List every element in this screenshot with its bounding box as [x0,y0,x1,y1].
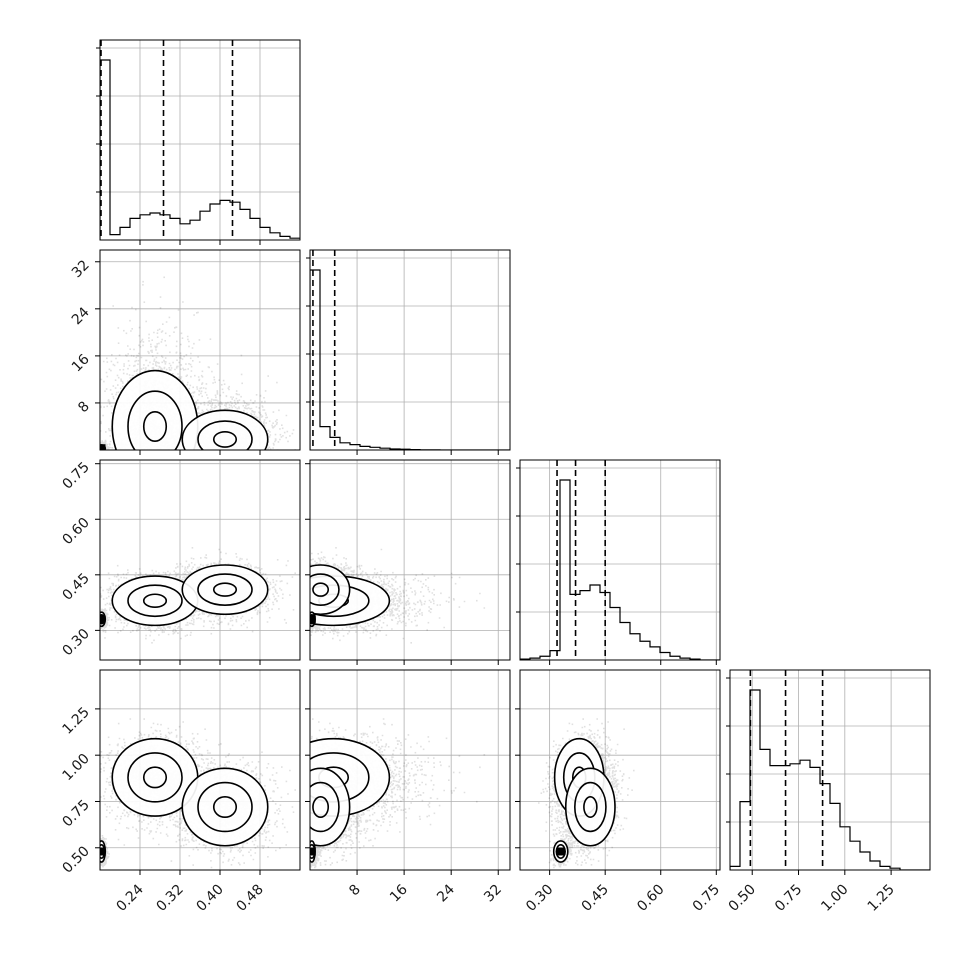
scatter-panel: 0.24 0.32 0.40 0.48 0.50 0.75 1.00 1.25 [59,669,301,915]
histogram-panel: 0.50 0.75 1.00 1.25 [726,669,931,915]
contour-line [310,564,351,616]
x-tick-label: 32 [481,882,505,906]
panel-frame [729,669,931,871]
x-tick-label: 0.50 [726,882,759,915]
x-tick-label: 0.30 [523,882,556,915]
scatter-panel: 8 16 24 32 [69,249,301,455]
y-tick-label: 32 [69,257,93,281]
y-tick-label: 16 [69,351,93,375]
x-tick-label: 0.75 [772,882,805,915]
y-tick-label: 24 [69,304,93,328]
y-tick-label: 8 [75,398,93,416]
histogram-panel [516,459,721,665]
contour-line [574,781,607,833]
histogram-step [310,269,510,450]
contour-line [312,582,330,597]
y-tick-label: 0.60 [59,515,92,548]
x-tick-label: 24 [434,881,458,905]
histogram-panel [96,39,301,245]
contour-line [127,752,183,803]
panel-frame [99,459,301,661]
contour-line [312,796,330,819]
contour-line [197,781,253,833]
y-tick-label: 0.30 [59,626,92,659]
x-tick-label: 16 [387,881,411,905]
contour-line [127,584,183,618]
panel-frame [99,669,301,871]
x-tick-label: 1.00 [818,882,851,915]
x-tick-label: 1.25 [865,882,898,915]
contour-line [197,573,253,606]
x-tick-label: 0.75 [690,882,723,915]
x-tick-label: 0.32 [153,882,186,915]
contour-line [583,796,598,819]
density-peak [556,847,565,856]
panel-frame [309,669,511,871]
histogram-step [100,59,300,240]
contour-line [142,593,168,609]
x-tick-label: 0.60 [634,882,667,915]
y-tick-label: 0.45 [59,570,92,603]
y-tick-label: 1.25 [59,704,92,737]
contour-line [564,767,616,847]
contour-line [142,410,168,442]
density-peak [310,615,316,624]
x-tick-label: 8 [346,882,364,900]
contour-line [212,796,238,819]
contour-line [181,564,269,616]
density-peak [100,615,106,624]
y-tick-label: 0.50 [59,843,92,876]
density-peak [100,847,106,856]
density-peak [100,444,106,450]
scatter-points [310,547,486,644]
x-tick-label: 0.48 [233,882,266,915]
x-tick-label: 0.24 [113,881,146,914]
contour-line [197,420,253,450]
contour-line [212,430,238,448]
contour-line [310,573,340,606]
panel-frame [309,249,511,451]
density-peak [310,847,316,856]
panel-frame [99,39,301,241]
y-tick-label: 0.75 [59,459,92,492]
x-tick-label: 0.40 [193,882,226,915]
contour-line [555,844,566,859]
contour-line [127,390,183,450]
scatter-panel [305,459,511,665]
y-tick-label: 0.75 [59,797,92,830]
panel-frame [309,459,511,661]
scatter-panel: 0.30 0.45 0.60 0.75 [59,459,301,665]
contour-line [142,766,168,789]
panel-frame [519,459,721,661]
y-tick-label: 1.00 [59,751,92,784]
histogram-step [520,479,720,660]
histogram-step [730,689,930,870]
panel-frame [519,669,721,871]
contour-line [212,582,238,597]
contour-line [181,767,269,847]
contour-line [111,369,199,450]
contour-line [310,767,351,847]
contour-line [181,409,269,450]
panel-frame [99,249,301,451]
histogram-panel [306,249,511,455]
contour-line [310,781,340,833]
x-tick-label: 0.45 [579,882,612,915]
scatter-panel: 0.30 0.45 0.60 0.75 [515,669,723,915]
scatter-panel: 8 16 24 32 [305,669,511,906]
